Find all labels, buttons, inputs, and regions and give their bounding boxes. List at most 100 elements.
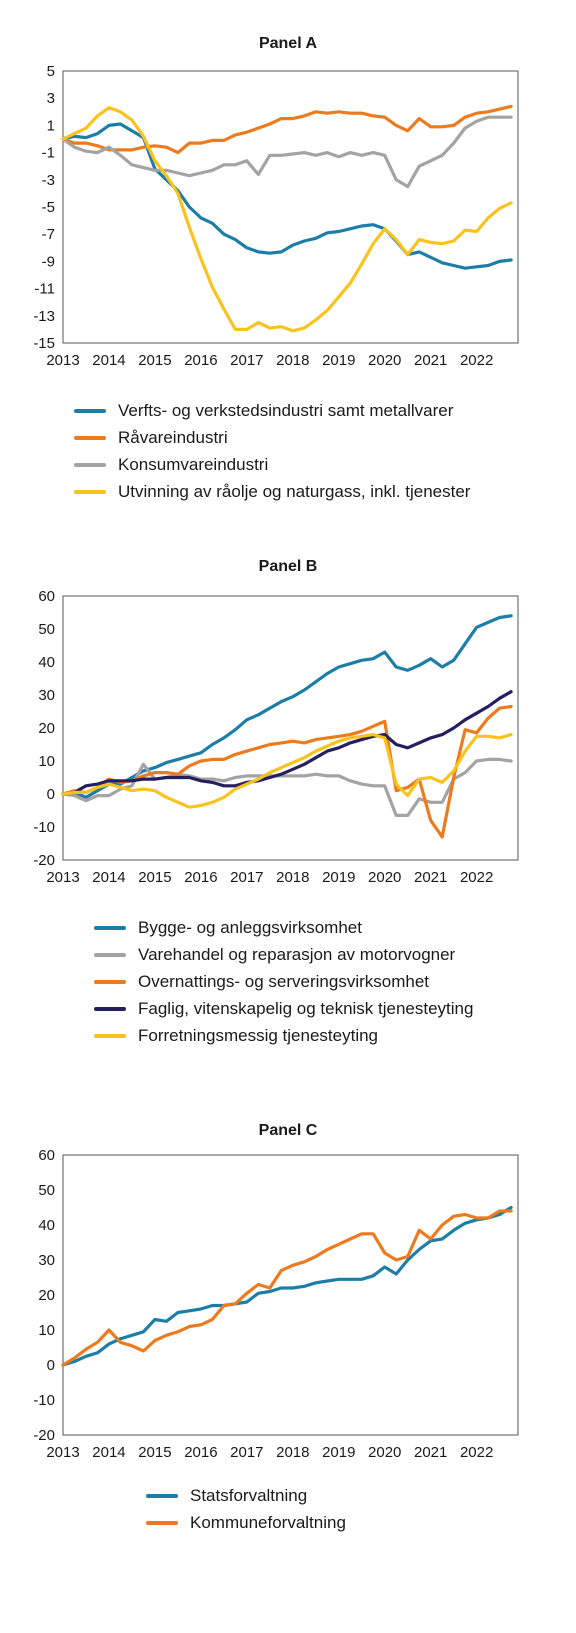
y-tick-label: -13 (33, 308, 55, 325)
legend-swatch (74, 408, 106, 413)
legend-label: Verfts- og verkstedsindustri samt metall… (118, 400, 454, 420)
legend-swatch (94, 1033, 126, 1038)
legend-item: Overnattings- og serveringsvirksomhet (94, 968, 473, 995)
legend-swatch (74, 435, 106, 440)
panel-title: Panel B (258, 558, 318, 575)
x-tick-label: 2017 (230, 869, 263, 886)
y-tick-label: 40 (38, 1217, 55, 1234)
y-tick-label: 10 (38, 1322, 55, 1339)
x-tick-label: 2015 (138, 1444, 171, 1461)
x-tick-label: 2016 (184, 352, 217, 369)
y-tick-label: 60 (38, 588, 55, 605)
y-tick-label: 5 (47, 63, 55, 80)
panel-c: Panel C 60 50 40 30 20 10 0 -10 -20 2013 2014 2015 2… (0, 1110, 576, 1633)
panel-a: Panel A 5 3 1 -1 -3 -5 -7 -9 -11 -13 -15 2013 2014 20… (0, 0, 576, 520)
series-line (61, 104, 513, 155)
legend-item: Faglig, vitenskapelig og teknisk tjenest… (94, 995, 473, 1022)
y-tick-label: -7 (42, 226, 55, 243)
x-tick-label: 2020 (368, 1444, 401, 1461)
plot-frame (62, 595, 519, 861)
y-tick-label: -10 (33, 1392, 55, 1409)
y-tick-label: 30 (38, 687, 55, 704)
x-tick-label: 2020 (368, 352, 401, 369)
panel-b: Panel B 60 50 40 30 20 10 0 -10 -20 2013 2014 2015 2… (0, 520, 576, 1110)
legend-label: Kommuneforvaltning (190, 1512, 346, 1532)
legend-label: Varehandel og reparasjon av motorvogner (138, 944, 456, 964)
y-tick-label: 0 (47, 1357, 55, 1374)
x-tick-label: 2022 (460, 352, 493, 369)
y-tick-label: -10 (33, 819, 55, 836)
x-tick-label: 2019 (322, 869, 355, 886)
x-tick-label: 2016 (184, 869, 217, 886)
y-tick-label: -9 (42, 253, 55, 270)
y-tick-label: 20 (38, 1287, 55, 1304)
x-tick-label: 2016 (184, 1444, 217, 1461)
legend: Verfts- og verkstedsindustri samt metall… (74, 397, 470, 505)
legend-label: Bygge- og anleggsvirksomhet (138, 917, 362, 937)
legend-swatch (74, 462, 106, 467)
x-tick-label: 2021 (414, 869, 447, 886)
legend-label: Konsumvareindustri (118, 454, 269, 474)
legend-swatch (94, 1006, 126, 1011)
y-tick-label: -15 (33, 335, 55, 352)
x-tick-label: 2017 (230, 352, 263, 369)
legend-label: Forretningsmessig tjenesteyting (138, 1025, 379, 1045)
legend: Statsforvaltning Kommuneforvaltning (146, 1482, 346, 1536)
legend-item: Varehandel og reparasjon av motorvogner (94, 941, 473, 968)
series-line (61, 1209, 513, 1367)
x-tick-label: 2013 (46, 869, 79, 886)
x-tick-label: 2021 (414, 1444, 447, 1461)
series-line (61, 115, 513, 189)
legend: Bygge- og anleggsvirksomhet Varehandel o… (94, 914, 473, 1049)
plot-frame (62, 70, 519, 344)
plot-frame (62, 1154, 519, 1436)
x-tick-label: 2019 (322, 352, 355, 369)
x-tick-label: 2014 (92, 352, 125, 369)
series-line (61, 690, 513, 796)
legend-item: Bygge- og anleggsvirksomhet (94, 914, 473, 941)
x-tick-label: 2018 (276, 869, 309, 886)
y-tick-label: 1 (47, 117, 55, 134)
y-tick-label: 50 (38, 1182, 55, 1199)
x-tick-label: 2021 (414, 352, 447, 369)
legend-label: Råvareindustri (118, 427, 228, 447)
y-tick-label: 30 (38, 1252, 55, 1269)
y-tick-label: -20 (33, 1427, 55, 1444)
panel-title: Panel C (258, 1122, 318, 1139)
y-tick-label: -1 (42, 145, 55, 162)
series-line (61, 122, 513, 270)
legend-label: Utvinning av råolje og naturgass, inkl. … (118, 481, 471, 501)
x-tick-label: 2018 (276, 1444, 309, 1461)
y-tick-label: 50 (38, 621, 55, 638)
x-tick-label: 2020 (368, 869, 401, 886)
x-tick-label: 2022 (460, 869, 493, 886)
legend-item: Verfts- og verkstedsindustri samt metall… (74, 397, 470, 424)
legend-item: Konsumvareindustri (74, 451, 470, 478)
x-tick-label: 2017 (230, 1444, 263, 1461)
legend-item: Råvareindustri (74, 424, 470, 451)
y-tick-label: 3 (47, 90, 55, 107)
y-tick-label: 60 (38, 1147, 55, 1164)
x-tick-label: 2019 (322, 1444, 355, 1461)
y-tick-label: -11 (34, 281, 55, 298)
panel-title: Panel A (258, 35, 318, 52)
x-tick-label: 2018 (276, 352, 309, 369)
y-tick-label: -3 (42, 172, 55, 189)
y-tick-label: -5 (42, 199, 55, 216)
x-tick-label: 2022 (460, 1444, 493, 1461)
legend-swatch (146, 1520, 178, 1525)
x-tick-label: 2015 (138, 869, 171, 886)
x-tick-label: 2014 (92, 1444, 125, 1461)
x-tick-label: 2013 (46, 1444, 79, 1461)
y-tick-label: 10 (38, 753, 55, 770)
y-tick-label: 40 (38, 654, 55, 671)
series-line (61, 106, 513, 333)
legend-label: Overnattings- og serveringsvirksomhet (138, 971, 430, 991)
legend-swatch (94, 952, 126, 957)
y-tick-label: 0 (47, 786, 55, 803)
series-line (61, 733, 513, 809)
y-tick-label: 20 (38, 720, 55, 737)
legend-item: Forretningsmessig tjenesteyting (94, 1022, 473, 1049)
